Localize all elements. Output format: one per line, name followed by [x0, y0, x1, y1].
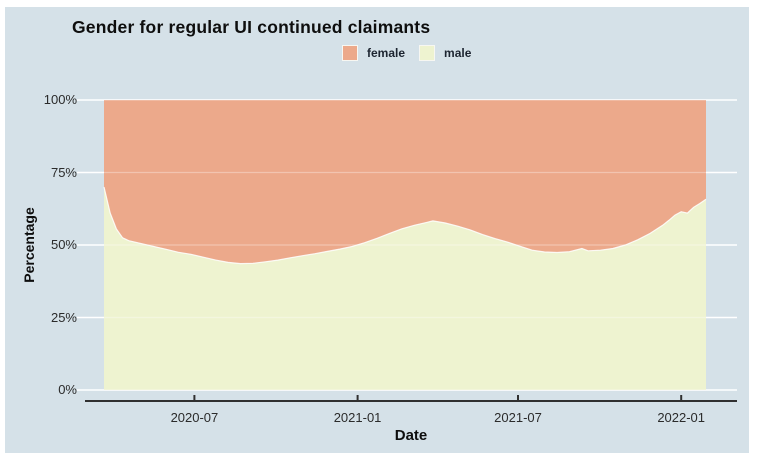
stacked-area-chart [5, 7, 749, 453]
legend-item-male: male [419, 45, 471, 61]
y-tick-label-0: 0% [58, 382, 77, 397]
x-axis-title: Date [394, 427, 428, 444]
y-axis-title: Percentage [21, 207, 37, 283]
legend-swatch-female [342, 45, 358, 61]
x-tick-label-2021-01: 2021-01 [333, 410, 382, 425]
y-tick-label-50: 50% [50, 237, 77, 252]
chart-card: Gender for regular UI continued claimant… [5, 7, 749, 453]
legend-item-female: female [342, 45, 405, 61]
x-tick-label-2021-07: 2021-07 [494, 410, 542, 425]
chart-title: Gender for regular UI continued claimant… [72, 17, 431, 37]
y-tick-label-100: 100% [43, 92, 77, 107]
legend-swatch-male [419, 45, 436, 61]
y-tick-label-25: 25% [50, 309, 77, 325]
legend-label-female: female [367, 46, 406, 60]
y-tick-label-75: 75% [50, 164, 77, 180]
legend: female male [342, 45, 471, 61]
x-tick-label-2020-07: 2020-07 [170, 410, 219, 425]
x-tick-label-2022-01: 2022-01 [657, 410, 706, 425]
legend-label-male: male [444, 46, 472, 60]
